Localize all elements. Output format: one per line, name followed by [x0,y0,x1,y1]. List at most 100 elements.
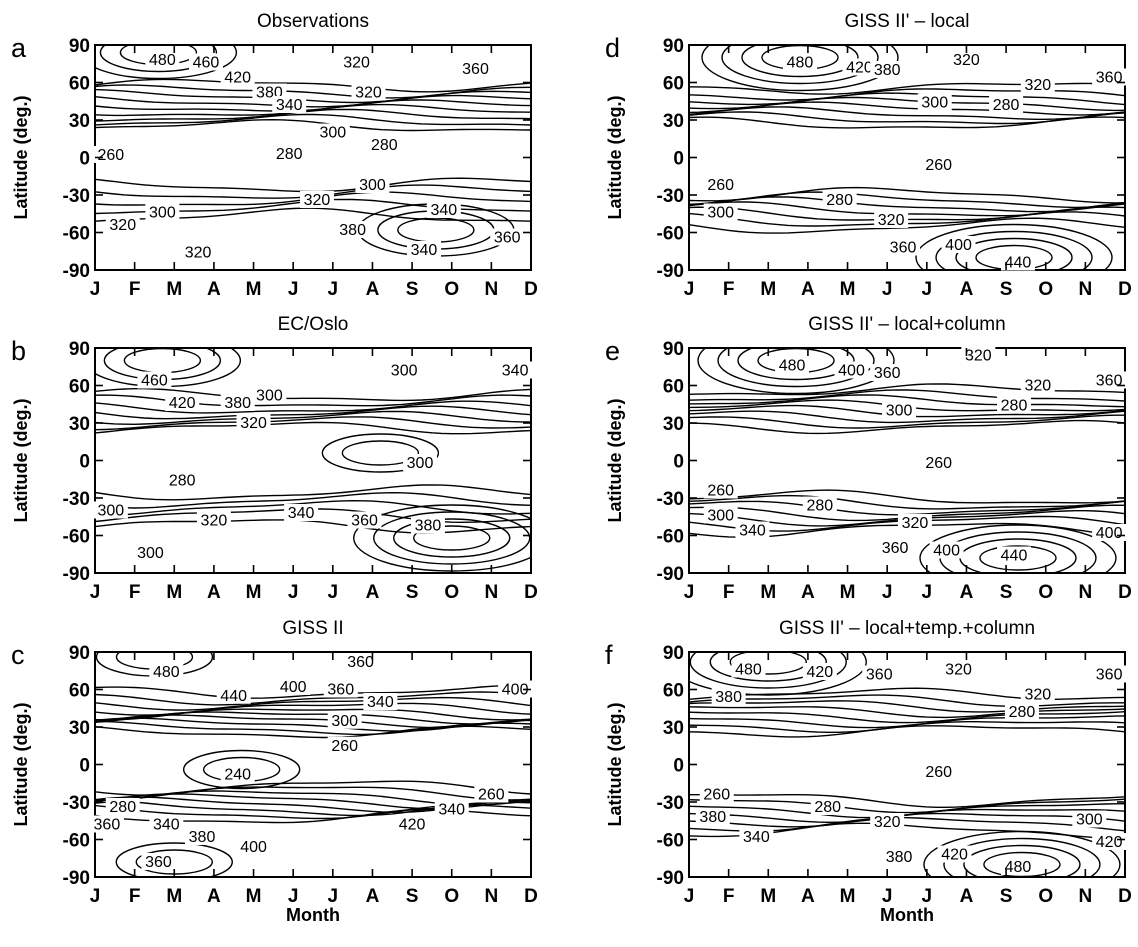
contour-label: 380 [415,518,442,535]
contour-label-bg [363,693,398,710]
contour-label-bg [105,216,140,233]
contour-label: 340 [288,505,315,522]
contour-label-bg [870,813,905,830]
contour-label-bg [1000,858,1035,875]
x-tick-label: J [882,279,893,300]
contour-label: 360 [462,61,489,78]
panel-letter: b [11,336,26,366]
contour-label: 340 [411,242,438,259]
y-tick-label: -60 [657,527,684,548]
contour-label-bg [921,454,956,471]
contour-line [689,812,1125,828]
contour-line [95,725,531,739]
contour-label-bg [897,514,932,531]
contour-label-bg [93,146,128,163]
y-tick-label: 0 [673,149,684,170]
contour-label-bg [133,544,168,561]
contour-ring [983,851,1061,877]
contour-label: 300 [886,403,913,420]
contour-label: 380 [715,689,742,706]
contour-line [689,494,1125,510]
contour-ring [99,45,218,73]
contour-label: 360 [866,667,893,684]
contour-ring [915,223,1113,270]
x-tick-label: O [1038,582,1053,603]
y-tick-label: 90 [663,36,684,57]
contour-label: 320 [965,348,992,365]
contour-label: 320 [874,814,901,831]
contour-label: 420 [846,60,873,77]
contour-line [95,691,531,706]
contour-label-bg [870,61,905,78]
contour-line [689,410,1125,424]
x-tick-label: O [444,279,459,300]
x-tick-label: A [366,279,380,300]
x-tick-label: J [288,582,299,603]
contour-label: 400 [945,237,972,254]
x-tick-label: S [1000,886,1013,907]
contour-label: 260 [707,483,734,500]
contour-line [689,106,1125,120]
contour-label: 360 [874,365,901,382]
contour-line [95,410,531,426]
panel-f: 480 420 360 320 320 360 380 280 260 260 280 380 320 3… [605,618,1132,925]
x-tick-label: J [90,279,101,300]
contour-label-bg [1072,810,1107,828]
y-tick-label: 30 [663,414,684,435]
contour-label-bg [458,59,493,77]
contour-label-bg [997,396,1032,414]
y-axis-label: Latitude (deg.) [11,96,31,220]
x-tick-label: J [922,279,933,300]
y-tick-label: -30 [657,186,684,207]
panel-title: GISS II [282,618,343,639]
contour-label-bg [327,736,362,754]
contour-ring [935,230,1093,270]
contour-line [95,88,531,104]
contour-label: 400 [933,543,960,560]
contour-label: 300 [331,713,358,730]
contour-label: 480 [735,662,762,679]
contour-line [689,725,1125,738]
contour-line [95,491,531,509]
x-axis-label: Month [880,905,934,925]
contour-line [95,108,531,122]
x-tick-label: J [882,582,893,603]
contour-line [95,519,531,534]
contour-label: 440 [220,688,247,705]
x-tick-label: O [1038,886,1053,907]
y-tick-label: 0 [79,149,90,170]
contour-label: 260 [925,455,952,472]
contour-label: 460 [193,55,220,72]
contour-ring [729,652,807,675]
contour-ring [413,525,491,551]
contour-label-bg [426,201,461,218]
contour-label: 280 [1001,398,1028,415]
y-tick-label: 60 [69,377,90,398]
contour-label-bg [695,808,730,825]
contour-label-bg [731,660,766,678]
x-tick-label: M [246,886,262,907]
x-tick-label: M [760,582,776,603]
contour-label-bg [498,680,533,698]
contour-label: 280 [806,498,833,515]
contour-label-bg [299,191,334,208]
contour-label-bg [699,785,734,803]
y-tick-label: 0 [673,756,684,777]
y-tick-label: 30 [69,718,90,739]
x-tick-label: D [1118,279,1132,300]
contour-label: 360 [890,240,917,257]
x-tick-label: M [246,582,262,603]
y-tick-label: -60 [63,831,90,852]
y-tick-label: 30 [69,414,90,435]
contour-label-bg [220,68,255,86]
y-tick-label: -90 [657,261,684,282]
contour-line [95,720,531,736]
contour-label-bg [941,660,976,678]
contour-label: 320 [304,192,331,209]
contour-label: 280 [371,137,398,154]
contour-label: 300 [407,455,434,472]
contour-line [95,400,531,414]
contour-label-bg [284,504,319,521]
y-axis-label: Latitude (deg.) [11,703,31,827]
